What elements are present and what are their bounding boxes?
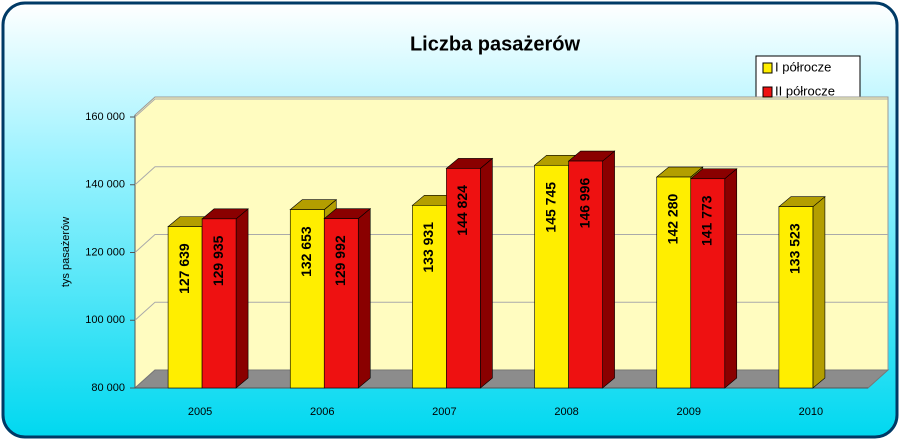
value-label: 142 280 bbox=[664, 194, 680, 245]
bar bbox=[656, 176, 692, 389]
bar bbox=[690, 178, 726, 389]
value-label: 146 996 bbox=[576, 178, 592, 229]
x-tick-label: 2006 bbox=[310, 406, 334, 418]
grid-line bbox=[134, 301, 888, 321]
bar-side bbox=[602, 150, 615, 389]
bar bbox=[534, 164, 569, 389]
bar-side bbox=[724, 168, 738, 389]
bar bbox=[568, 160, 603, 389]
value-label: 129 992 bbox=[332, 235, 348, 286]
grid-line bbox=[134, 98, 888, 118]
y-tick-label: 80 000 bbox=[91, 382, 125, 394]
bar-side bbox=[812, 196, 826, 389]
value-label: 144 824 bbox=[454, 185, 470, 236]
bar bbox=[412, 205, 447, 389]
legend-label: I półrocze bbox=[775, 59, 831, 74]
value-label: 145 745 bbox=[542, 182, 558, 233]
y-tick-label: 120 000 bbox=[85, 246, 125, 258]
bar-side bbox=[480, 157, 493, 389]
bar bbox=[167, 226, 203, 389]
bar bbox=[778, 206, 814, 389]
y-tick-label: 100 000 bbox=[85, 314, 125, 326]
value-label: 129 935 bbox=[210, 235, 226, 286]
x-tick-label: 2007 bbox=[432, 406, 456, 418]
legend-swatch bbox=[762, 62, 773, 74]
grid-line bbox=[134, 166, 888, 186]
y-tick-label: 160 000 bbox=[85, 111, 125, 123]
chart-title: Liczba pasażerów bbox=[410, 33, 581, 55]
x-tick-label: 2005 bbox=[188, 406, 212, 418]
bar bbox=[446, 168, 481, 389]
bar-side bbox=[357, 208, 371, 389]
bar-side bbox=[235, 208, 249, 389]
x-tick-label: 2010 bbox=[799, 406, 823, 418]
grid-line bbox=[134, 234, 888, 253]
value-label: 133 523 bbox=[787, 223, 803, 274]
value-label: 132 653 bbox=[298, 226, 314, 277]
y-tick-label: 140 000 bbox=[85, 179, 125, 191]
value-label: 127 639 bbox=[176, 243, 192, 294]
bar bbox=[323, 218, 359, 389]
value-label: 141 773 bbox=[698, 195, 714, 246]
bar bbox=[289, 209, 325, 389]
x-tick-label: 2008 bbox=[554, 406, 578, 418]
y-axis-label: tys pasażerów bbox=[60, 217, 72, 287]
x-tick-label: 2009 bbox=[677, 406, 701, 418]
value-label: 133 931 bbox=[420, 222, 436, 273]
bar bbox=[201, 218, 237, 389]
legend-label: II półrocze bbox=[775, 83, 835, 98]
legend-swatch bbox=[762, 86, 773, 98]
